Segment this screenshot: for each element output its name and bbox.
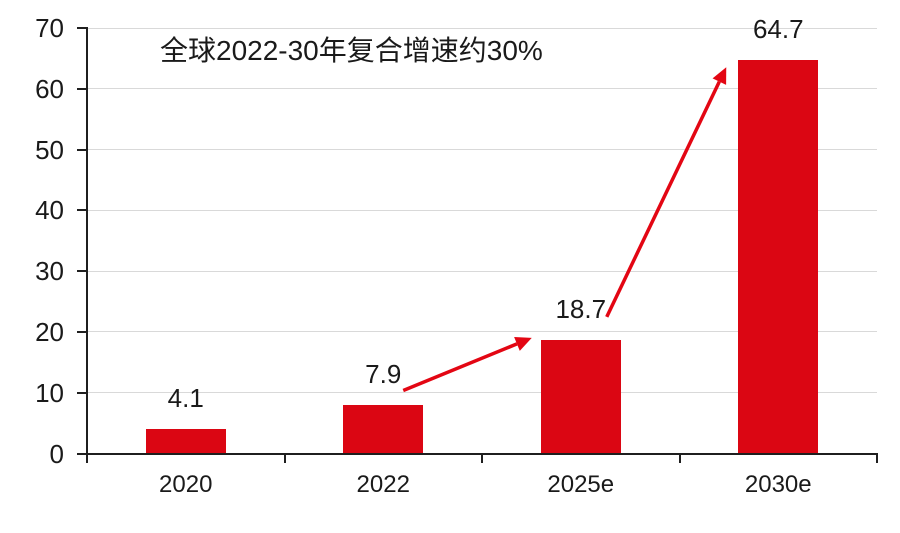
x-tick [678, 453, 681, 463]
bar [738, 60, 819, 454]
gridline [87, 331, 877, 333]
y-tick-label: 40 [35, 195, 64, 226]
x-tick [876, 453, 878, 463]
gridline [87, 392, 877, 394]
y-tick-label: 0 [49, 438, 64, 469]
y-tick-label: 60 [35, 73, 64, 104]
gridline [87, 209, 877, 211]
growth-arrow-line [605, 80, 721, 318]
y-axis-line [86, 27, 88, 463]
y-tick [77, 209, 87, 212]
y-tick-label: 10 [35, 377, 64, 408]
y-tick [77, 330, 87, 333]
gridline [87, 270, 877, 272]
gridline [87, 88, 877, 90]
y-tick [77, 270, 87, 273]
x-axis-line [86, 452, 878, 455]
growth-arrow-head [514, 336, 532, 351]
bar-value-label: 7.9 [365, 359, 402, 390]
y-tick [77, 148, 87, 151]
growth-arrow-head [712, 67, 727, 85]
bar-value-label: 4.1 [167, 382, 204, 413]
gridline [87, 149, 877, 151]
y-tick [77, 391, 87, 394]
gridline [87, 27, 877, 29]
x-category-label: 2030e [744, 471, 812, 498]
y-tick [77, 27, 87, 29]
y-tick-label: 30 [35, 256, 64, 287]
bar [540, 339, 621, 454]
annotation-text: 全球2022-30年复合增速约30% [160, 35, 543, 66]
x-category-label: 2022 [356, 471, 410, 498]
x-tick [283, 453, 286, 463]
y-tick [77, 452, 87, 455]
y-tick-label: 70 [35, 13, 64, 43]
bar-value-label: 18.7 [555, 293, 607, 324]
y-tick [77, 87, 87, 90]
bar [343, 405, 424, 454]
x-tick [481, 453, 483, 463]
x-category-label: 2025e [547, 471, 615, 498]
y-tick-label: 20 [35, 316, 64, 347]
bar [145, 428, 226, 454]
x-category-label: 2020 [159, 471, 213, 498]
y-tick-label: 50 [35, 134, 64, 165]
bar-value-label: 64.7 [752, 14, 804, 45]
